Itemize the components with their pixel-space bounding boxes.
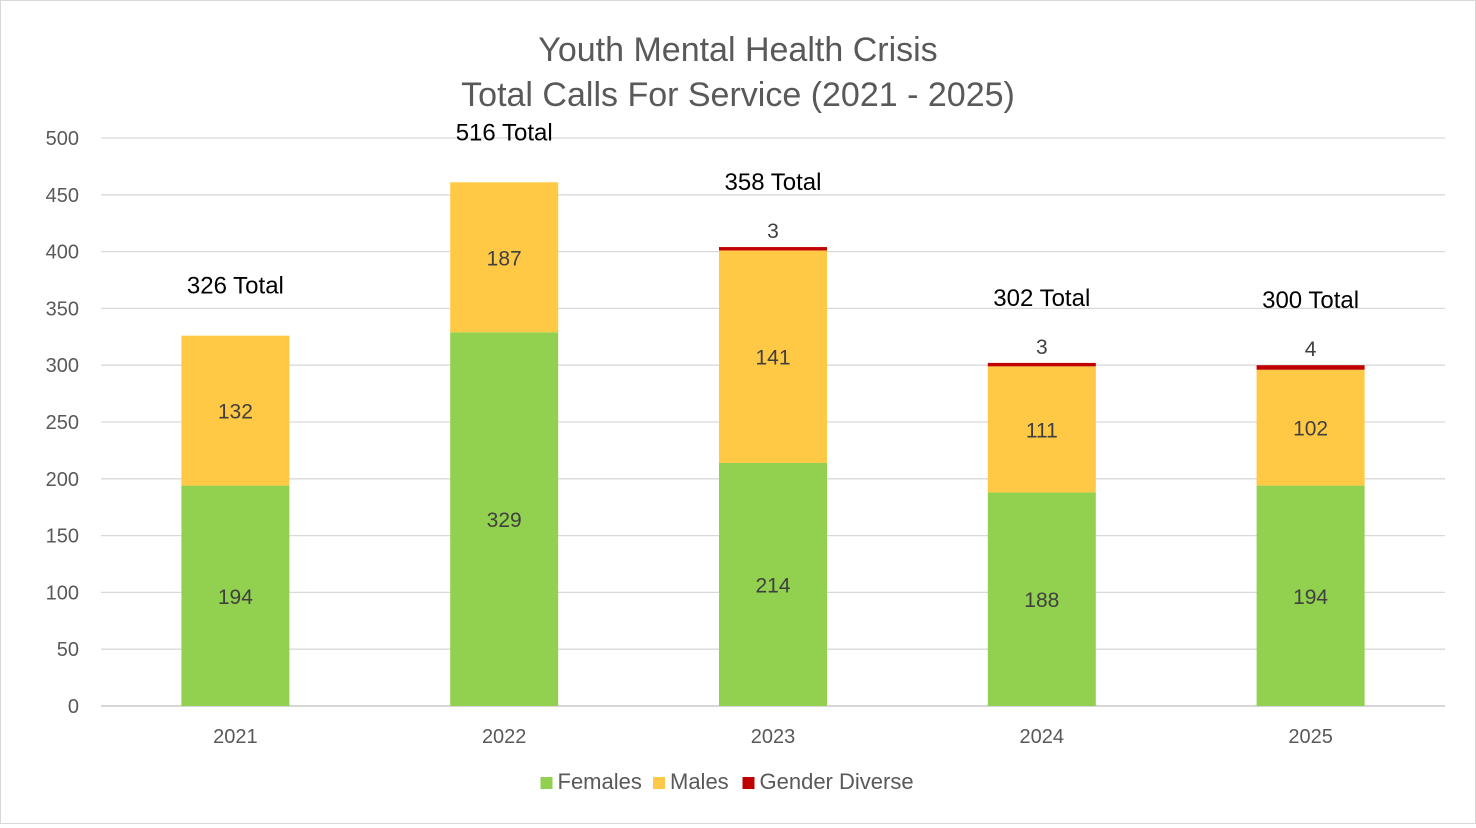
data-label: 111 [1026, 419, 1058, 442]
bar-segment-males [1256, 369, 1365, 486]
data-label: 187 [487, 247, 522, 270]
y-tick-label: 100 [46, 582, 79, 604]
data-label: 329 [487, 509, 522, 532]
data-label: 188 [1024, 589, 1059, 612]
y-tick-label: 500 [46, 128, 79, 150]
y-tick-label: 400 [46, 242, 79, 264]
legend-swatch [653, 777, 665, 789]
data-label: 141 [755, 347, 790, 370]
y-tick-label: 200 [46, 469, 79, 491]
bar-segment-males [181, 335, 290, 486]
legend-label: Females [558, 769, 642, 794]
y-tick-label: 50 [57, 639, 79, 661]
bar-segment-gender-diverse [1256, 365, 1365, 370]
data-label: 3 [767, 220, 779, 243]
bar-segment-males [987, 366, 1096, 493]
bar-segment-females [1256, 485, 1365, 706]
bar-segment-females [450, 332, 559, 706]
legend-label: Males [670, 769, 729, 794]
data-label: 3 [1036, 336, 1048, 359]
bar-segment-gender-diverse [719, 247, 827, 251]
legend-swatch [742, 777, 755, 789]
total-label: 358 Total [725, 169, 822, 196]
data-label: 194 [218, 586, 253, 609]
y-tick-label: 300 [46, 355, 79, 377]
chart-title-line-2: Total Calls For Service (2021 - 2025) [461, 76, 1015, 114]
bar-segment-females [987, 492, 1096, 706]
chart-title-line-1: Youth Mental Health Crisis [538, 31, 937, 69]
y-tick-label: 450 [46, 185, 79, 207]
bar-segment-females [181, 485, 290, 706]
bar-segment-gender-diverse [987, 362, 1096, 367]
y-tick-label: 150 [46, 526, 79, 548]
legend-swatch [540, 777, 553, 789]
legend: Females Males Gender Diverse [540, 769, 914, 794]
x-tick-label: 2024 [1020, 726, 1065, 748]
total-label: 300 Total [1262, 287, 1359, 314]
x-tick-label: 2023 [751, 726, 796, 748]
y-axis-ticks: 0 50 100 150 200 250 300 350 400 450 500 [46, 128, 79, 718]
x-tick-label: 2022 [482, 726, 527, 748]
y-tick-label: 0 [68, 696, 79, 718]
data-label: 102 [1293, 418, 1328, 441]
bar-segment-females [719, 462, 827, 706]
x-tick-label: 2025 [1288, 726, 1333, 748]
data-label: 214 [755, 574, 790, 597]
x-axis-ticks: 2021 2022 2023 2024 2025 [213, 726, 1333, 748]
data-label: 194 [1293, 586, 1328, 609]
total-label: 302 Total [993, 285, 1090, 312]
total-label: 516 Total [456, 119, 553, 146]
y-tick-label: 350 [46, 298, 79, 320]
y-tick-label: 250 [46, 412, 79, 434]
bar-segment-males [450, 182, 559, 333]
legend-label: Gender Diverse [760, 769, 914, 794]
x-tick-label: 2021 [213, 726, 258, 748]
bars: 194 132 326 Total 329 187 516 Total 214 141 3 358… [181, 119, 1365, 706]
bar-segment-males [719, 250, 827, 463]
total-label: 326 Total [187, 273, 284, 300]
data-label: 132 [218, 401, 253, 424]
data-label: 4 [1305, 338, 1317, 361]
